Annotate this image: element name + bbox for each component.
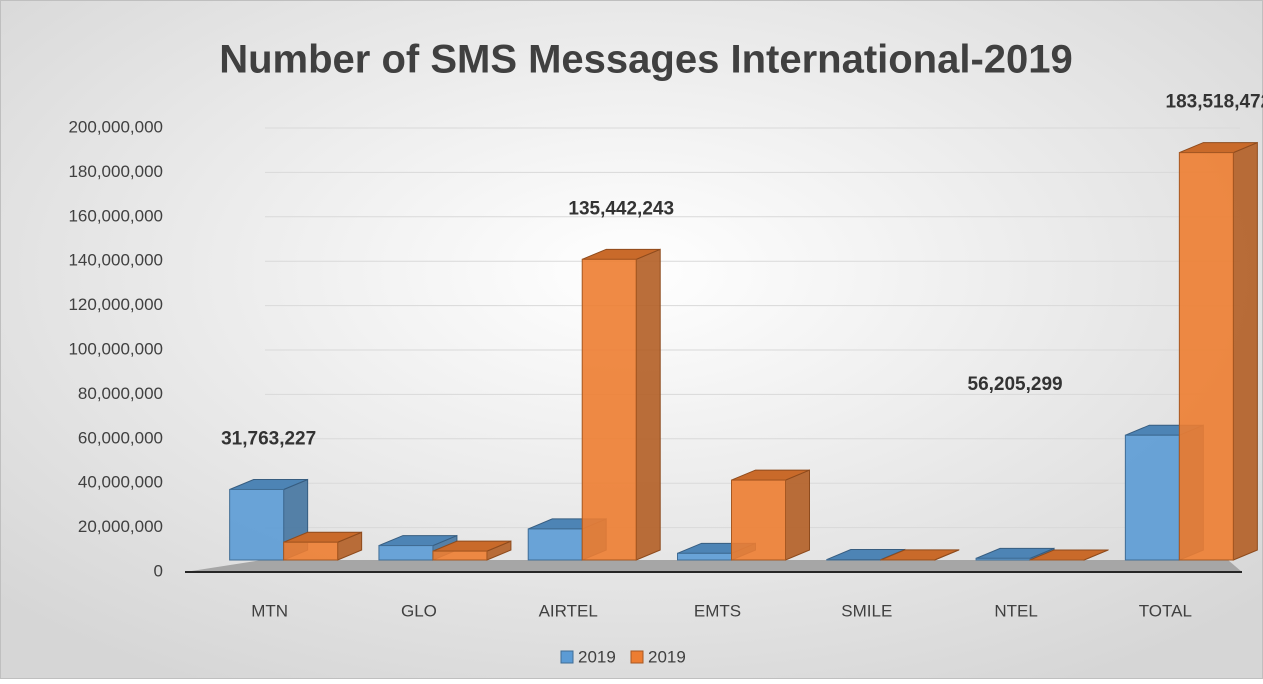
bar-front [1179, 153, 1233, 560]
bar-front [379, 546, 433, 560]
x-tick-label: SMILE [841, 601, 892, 620]
y-tick-label: 100,000,000 [68, 339, 163, 358]
y-tick-label: 60,000,000 [78, 428, 163, 447]
data-label: 183,518,472 [1166, 92, 1263, 113]
bar-side [1233, 143, 1257, 560]
x-tick-label: EMTS [694, 601, 741, 620]
x-tick-label: NTEL [994, 601, 1037, 620]
y-tick-label: 0 [154, 561, 163, 580]
bar [1179, 143, 1257, 560]
y-tick-label: 120,000,000 [68, 295, 163, 314]
y-tick-label: 180,000,000 [68, 162, 163, 181]
bar-front [678, 553, 732, 560]
floor [185, 560, 1242, 572]
y-tick-label: 20,000,000 [78, 517, 163, 536]
bar-front [528, 529, 582, 560]
bar-front [582, 259, 636, 560]
bar-front [433, 551, 487, 560]
legend-swatch [561, 651, 573, 663]
y-tick-label: 200,000,000 [68, 117, 163, 136]
bar-side [636, 249, 660, 560]
bar-front [284, 542, 338, 560]
bar-front [1125, 435, 1179, 560]
y-tick-label: 40,000,000 [78, 473, 163, 492]
x-tick-label: GLO [401, 601, 437, 620]
y-tick-label: 140,000,000 [68, 251, 163, 270]
y-tick-label: 160,000,000 [68, 206, 163, 225]
x-tick-label: TOTAL [1139, 601, 1192, 620]
bar-front [230, 489, 284, 560]
bar [582, 249, 660, 560]
x-tick-label: AIRTEL [539, 601, 598, 620]
bar-front [976, 558, 1030, 560]
bar [732, 470, 810, 560]
data-label: 135,442,243 [568, 198, 674, 219]
data-label: 56,205,299 [968, 374, 1063, 395]
legend-label: 2019 [578, 647, 616, 666]
bar-side [786, 470, 810, 560]
data-label: 31,763,227 [221, 429, 316, 450]
x-tick-label: MTN [251, 601, 288, 620]
chart-title: Number of SMS Messages International-201… [219, 38, 1073, 82]
legend-swatch [631, 651, 643, 663]
y-tick-label: 80,000,000 [78, 384, 163, 403]
bar-front [732, 480, 786, 560]
legend-label: 2019 [648, 647, 686, 666]
